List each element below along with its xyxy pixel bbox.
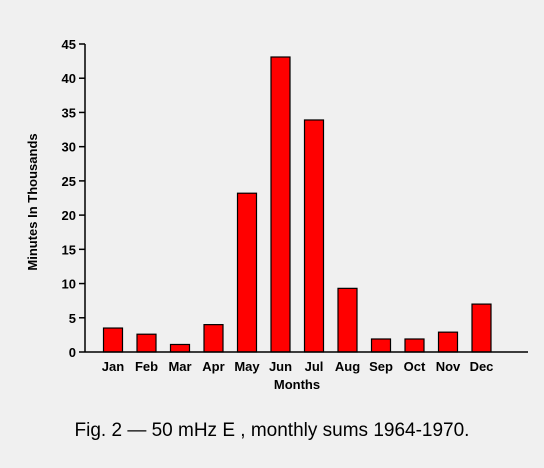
x-axis-title: Months: [274, 377, 320, 392]
x-tick-label-nov: Nov: [436, 359, 461, 374]
y-tick-label: 5: [69, 311, 76, 326]
bars: [102, 56, 492, 353]
y-tick-label: 40: [62, 71, 76, 86]
bar-dec: [471, 303, 492, 353]
x-tick-label-feb: Feb: [135, 359, 158, 374]
x-tick-label-jan: Jan: [102, 359, 124, 374]
bar-sep: [370, 338, 392, 353]
bar-jul: [303, 119, 325, 353]
y-axis-title: Minutes In Thousands: [25, 133, 40, 270]
x-axis-tick-labels: Jan Feb Mar Apr May Jun Jul Aug Sep Oct Nov Dec: [102, 359, 494, 374]
y-tick-label: 15: [62, 242, 76, 257]
bar-feb: [136, 333, 157, 353]
y-tick-label: 35: [62, 105, 76, 120]
x-tick-label-aug: Aug: [335, 359, 360, 374]
x-tick-label-oct: Oct: [404, 359, 426, 374]
bar-mar: [169, 343, 191, 353]
y-tick-label: 30: [62, 140, 76, 155]
y-axis-ticks: 0 5 10 15 20 25 30 35 40 45: [62, 37, 85, 360]
figure-caption: Fig. 2 — 50 mHz E , monthly sums 1964-19…: [74, 420, 470, 441]
y-tick-label: 0: [69, 345, 76, 360]
x-tick-label-jun: Jun: [269, 359, 292, 374]
y-tick-label: 45: [62, 37, 76, 52]
bar-jan: [102, 327, 124, 353]
x-tick-label-dec: Dec: [470, 359, 494, 374]
x-tick-label-jul: Jul: [305, 359, 324, 374]
bar-jun: [270, 56, 291, 353]
y-tick-label: 20: [62, 208, 76, 223]
bar-apr: [203, 324, 224, 353]
x-tick-label-mar: Mar: [168, 359, 191, 374]
x-tick-label-sep: Sep: [369, 359, 393, 374]
bar-may: [236, 192, 258, 353]
bar-oct: [404, 338, 425, 353]
bar-aug: [337, 287, 358, 353]
bar-nov: [437, 331, 459, 353]
y-tick-label: 25: [62, 174, 76, 189]
y-tick-label: 10: [62, 277, 76, 292]
x-tick-label-may: May: [234, 359, 260, 374]
x-tick-label-apr: Apr: [202, 359, 224, 374]
bar-chart: 0 5 10 15 20 25 30 35 40 45 Jan Feb Mar Apr May Jun Jul…: [25, 37, 528, 392]
